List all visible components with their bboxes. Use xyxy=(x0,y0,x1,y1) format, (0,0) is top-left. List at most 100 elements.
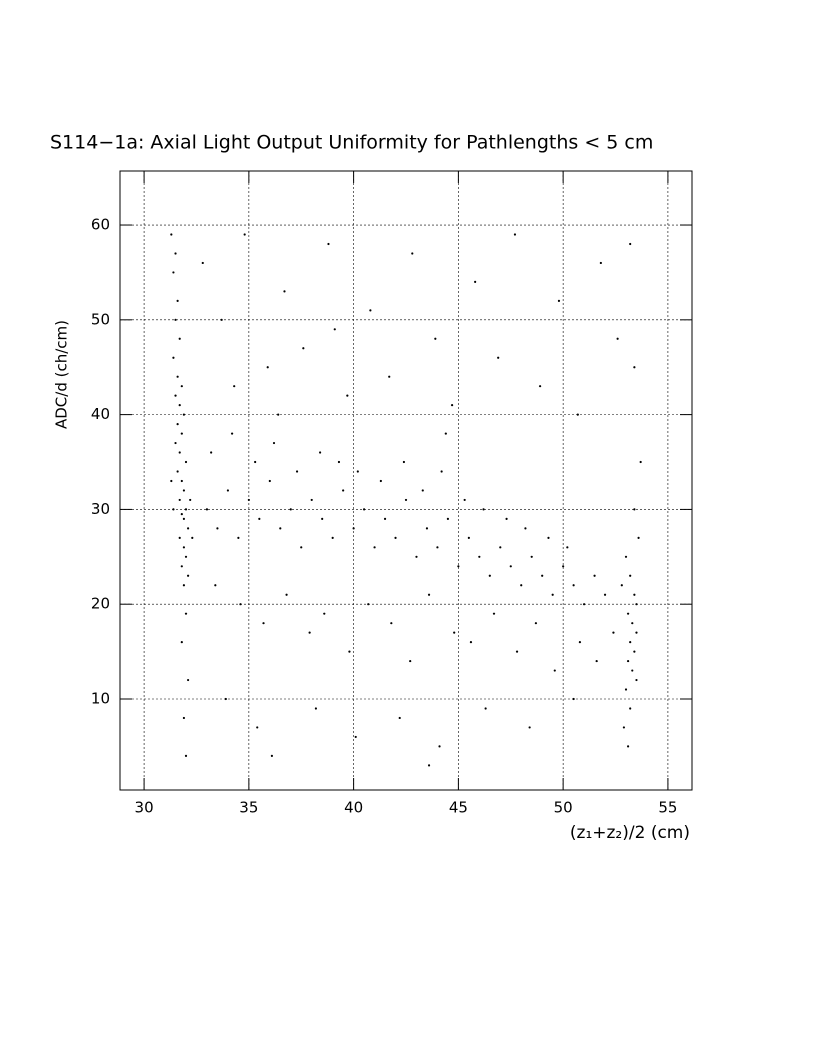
point xyxy=(352,527,355,530)
point xyxy=(635,631,638,634)
point xyxy=(178,451,181,454)
point xyxy=(182,413,186,416)
point xyxy=(186,678,190,682)
point xyxy=(578,641,582,644)
y-tick-label: 20 xyxy=(91,595,110,613)
chart-title: S114−1a: Axial Light Output Uniformity f… xyxy=(50,132,653,154)
point xyxy=(616,337,619,340)
point xyxy=(184,555,188,558)
point xyxy=(277,413,280,416)
point xyxy=(629,641,632,644)
y-tick-label: 60 xyxy=(91,216,110,234)
point xyxy=(270,754,274,757)
point xyxy=(184,508,188,511)
point xyxy=(497,356,500,359)
point xyxy=(633,650,636,653)
point xyxy=(182,546,186,549)
point xyxy=(180,513,183,516)
point xyxy=(362,508,366,511)
point xyxy=(612,631,615,634)
point xyxy=(174,252,177,255)
point xyxy=(258,517,261,520)
point xyxy=(262,622,265,625)
point xyxy=(295,470,299,473)
point xyxy=(302,347,305,350)
point xyxy=(394,536,397,539)
point xyxy=(530,555,533,558)
point xyxy=(172,356,175,359)
y-tick-label: 10 xyxy=(91,689,110,707)
y-tick-label: 30 xyxy=(91,500,110,518)
point xyxy=(310,498,313,502)
point xyxy=(243,233,246,236)
x-tick-label: 50 xyxy=(554,799,573,817)
plot-frame xyxy=(119,170,693,791)
point xyxy=(629,242,632,246)
point xyxy=(484,707,487,710)
point xyxy=(308,631,311,634)
point xyxy=(635,678,638,682)
point xyxy=(367,603,370,606)
point xyxy=(541,574,544,577)
point xyxy=(170,479,173,483)
point xyxy=(230,432,234,435)
point xyxy=(624,688,628,691)
point xyxy=(178,337,181,340)
point xyxy=(557,299,561,302)
point xyxy=(515,650,519,653)
point xyxy=(237,536,240,539)
point xyxy=(331,536,334,539)
point xyxy=(566,546,569,549)
point xyxy=(576,413,579,416)
point xyxy=(626,659,630,663)
x-tick-label: 40 xyxy=(344,799,363,817)
point xyxy=(327,242,330,246)
point xyxy=(356,470,359,473)
point xyxy=(174,441,177,445)
x-tick-label: 30 xyxy=(135,799,154,817)
point xyxy=(342,489,345,492)
point xyxy=(633,593,636,596)
point xyxy=(220,318,223,321)
point xyxy=(182,489,186,492)
point xyxy=(285,593,288,596)
point xyxy=(182,517,186,520)
point xyxy=(369,309,372,312)
point xyxy=(411,252,414,255)
point xyxy=(572,697,575,701)
point xyxy=(170,233,173,236)
point xyxy=(482,508,485,511)
point xyxy=(379,479,382,483)
point xyxy=(538,385,542,388)
point xyxy=(438,745,441,748)
point xyxy=(427,593,431,596)
point xyxy=(637,536,640,539)
point xyxy=(469,641,473,644)
point xyxy=(553,669,556,672)
point xyxy=(474,280,477,284)
point xyxy=(492,612,496,615)
point xyxy=(629,707,632,710)
point xyxy=(629,574,632,577)
point xyxy=(409,659,412,663)
point xyxy=(279,527,282,530)
x-tick-label: 45 xyxy=(449,799,468,817)
y-tick-label: 40 xyxy=(91,405,110,423)
x-tick-label: 35 xyxy=(239,799,258,817)
point xyxy=(172,508,175,511)
point xyxy=(201,261,204,265)
x-axis-label: (z₁+z₂)/2 (cm) xyxy=(570,823,690,843)
point xyxy=(631,622,634,625)
point xyxy=(398,716,401,720)
point xyxy=(599,261,602,265)
point xyxy=(450,404,454,407)
point xyxy=(453,631,456,634)
y-tick-label: 50 xyxy=(91,310,110,328)
point xyxy=(180,385,183,388)
point xyxy=(337,460,341,464)
point xyxy=(180,479,183,483)
point xyxy=(562,565,565,568)
point xyxy=(182,584,186,587)
point xyxy=(595,659,598,663)
